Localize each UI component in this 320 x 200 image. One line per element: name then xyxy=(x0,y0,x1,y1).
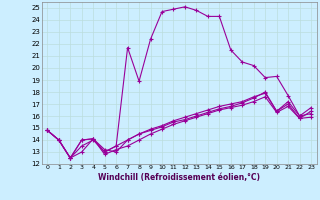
X-axis label: Windchill (Refroidissement éolien,°C): Windchill (Refroidissement éolien,°C) xyxy=(98,173,260,182)
